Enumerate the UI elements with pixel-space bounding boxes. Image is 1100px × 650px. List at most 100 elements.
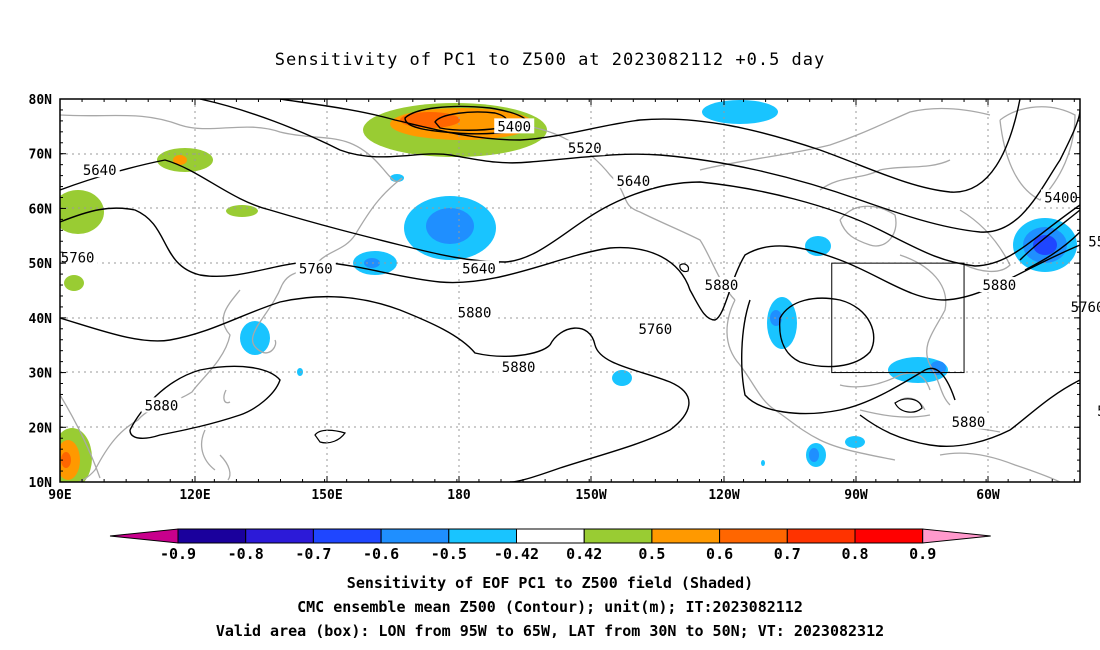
island-outline [894,398,923,413]
colorbar-segment [245,528,314,544]
latitude-label: 60N [29,202,53,217]
positive-patch [173,155,187,165]
colorbar-label: 0.7 [774,545,801,563]
contour-label-text: 5880 [982,278,1016,294]
contour-label: 5640 [458,260,499,278]
colorbar-segment [651,528,721,544]
contour-5400-west [279,99,1021,193]
caption-line-2: CMC ensemble mean Z500 (Contour); unit(m… [297,598,803,616]
colorbar-segment [786,528,856,544]
contour-label-text: 5880 [502,360,536,376]
colorbar-segment [516,528,585,544]
contour-5640 [60,159,1080,267]
contour-label: 5880 [948,413,989,431]
contour-label-text: 5880 [705,278,739,294]
contour-label-text: 5760 [638,322,672,338]
figure-title: Sensitivity of PC1 to Z500 at 2023082112… [274,50,826,70]
colorbar-segment [448,528,517,544]
coastline-south-america [939,452,1061,482]
contour-5880-south [859,379,1080,448]
contour-label: 5880 [1093,402,1100,420]
colorbar-segment [177,528,247,544]
coastline-labrador [959,209,1011,273]
colorbar: -0.9 -0.8 -0.7 -0.6 -0.5 -0.42 0.42 0.5 0.6 0.7 0.… [109,528,991,563]
coastline-east-us [899,254,951,406]
axis-ticks [59,98,1080,483]
coastlines [60,106,1076,482]
contour-5880-pacific [509,327,690,482]
contour-labels: 5400552056405400552056405640576057605640… [57,118,1100,431]
colorbar-segment [719,528,788,544]
contour-5760 [60,207,1080,321]
contour-label-text: 5880 [952,415,986,431]
coastline-hudson-bay [839,205,897,247]
latitude-label: 70N [29,148,53,163]
contour-5880-west-closed [129,365,281,439]
negative-patch [240,321,270,355]
contour-label: 5880 [454,304,495,321]
longitude-label: 150E [311,488,342,503]
islands [314,263,923,444]
coastline-canada-arctic [699,107,991,191]
contour-label: 5880 [141,397,182,414]
negative-patch [426,208,474,244]
negative-patch [702,100,778,124]
contour-east-low [1019,209,1080,271]
contour-5880-america [741,297,956,415]
contour-label: 5760 [635,320,676,338]
contour-label-text: 5880 [145,398,179,414]
negative-patch [845,436,865,448]
latitude-labels: 80N 70N 60N 50N 40N 30N 20N 10N [29,93,53,491]
colorbar-segment [109,528,179,544]
longitude-label: 90W [844,488,868,503]
positive-patch [61,452,71,468]
contour-label: 5640 [613,173,654,190]
contour-label: 5400 [494,118,535,135]
longitude-label: 180 [447,488,471,503]
contour-5520 [199,99,1080,233]
colorbar-label: -0.9 [160,545,196,563]
contour-label: 5760 [57,249,98,267]
colorbar-segment [854,528,924,544]
caption-line-1: Sensitivity of EOF PC1 to Z500 field (Sh… [346,574,754,592]
colorbar-label: -0.7 [295,545,331,563]
contour-label: 5880 [498,359,539,376]
coastline-india [60,394,101,479]
longitude-label: 120E [179,488,210,503]
coastline-taiwan [223,389,231,404]
contour-label-text: 5520 [568,141,602,157]
colorbar-label: 0.9 [909,545,936,563]
island-outline [314,429,346,444]
contour-label-text: 5520 [1088,234,1100,250]
latitude-label: 20N [29,421,53,436]
positive-patch [60,190,104,234]
negative-patch [767,297,797,349]
latitude-label: 30N [29,367,53,382]
colorbar-label: -0.8 [228,545,264,563]
coastline-gulf [839,372,931,391]
contour-label-text: 5880 [1097,404,1100,420]
colorbar-label: 0.8 [841,545,868,563]
contour-label-text: 5760 [1071,300,1100,316]
contour-label: 5520 [564,140,605,157]
map-frame [59,98,1081,483]
contour-label: 5880 [979,277,1020,294]
contour-label-text: 5760 [61,251,95,267]
negative-patch [809,448,819,462]
negative-patch [612,370,632,386]
contour-label-text: 5400 [1044,190,1078,206]
positive-patch [226,205,258,217]
colorbar-segment [583,528,653,544]
latitude-label: 10N [29,476,53,491]
longitude-labels: 90E 120E 150E 180 150W 120W 90W 60W [48,488,1000,503]
contour-label-text: 5400 [497,119,531,135]
contour-label-text: 5640 [83,163,117,179]
valid-area-box [831,262,965,374]
colorbar-label: 0.6 [706,545,733,563]
z500-contours [60,99,1080,482]
negative-patch [1033,235,1057,255]
colorbar-label: -0.42 [494,545,539,563]
contour-label-text: 5760 [299,262,333,278]
coastline-alaska [519,124,736,301]
